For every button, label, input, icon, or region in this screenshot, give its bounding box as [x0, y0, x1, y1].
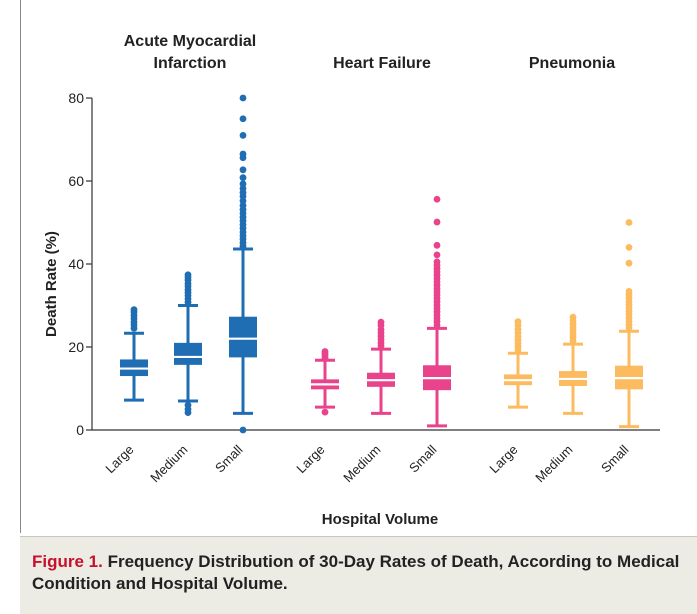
low-outlier-g1-b0-0: [321, 408, 329, 416]
outlier-g1-b2-23: [433, 195, 441, 203]
caption-body: Frequency Distribution of 30-Day Rates o…: [32, 552, 680, 593]
y-tick-label-0: 0: [76, 422, 84, 438]
outlier-g1-b1-7: [377, 318, 385, 326]
box-plot-chart: 0 20 40 60 80 Death Rate (%) Hospital Volume Ac…: [43, 33, 660, 528]
outlier-g1-b0-3: [321, 348, 329, 355]
category-label-g1-b0: Large: [293, 442, 327, 476]
outlier-g0-b2-17: [239, 174, 247, 182]
outlier-g1-b2-20: [433, 251, 441, 259]
group-title-1-line-0: Heart Failure: [333, 55, 431, 72]
outlier-g0-b2-16: [239, 180, 247, 188]
outlier-g0-b2-18: [239, 166, 247, 174]
figure-frame: [20, 0, 697, 533]
category-label-g0-b1: Medium: [147, 442, 190, 485]
outlier-g0-b2-20: [239, 150, 247, 158]
outlier-g0-b0-6: [130, 306, 138, 314]
category-label-g2-b2: Small: [598, 442, 632, 476]
box-g0-b1: [174, 342, 202, 365]
caption-label: Figure 1.: [32, 552, 103, 571]
outlier-g1-b2-19: [433, 258, 441, 266]
y-tick-label-1: 20: [68, 339, 84, 355]
category-label-g0-b2: Small: [212, 442, 246, 476]
low-outlier-g0-b2-0: [239, 426, 247, 434]
group-title-0-line-1: Infarction: [154, 55, 227, 72]
category-label-g2-b0: Large: [486, 442, 520, 476]
outlier-g0-b2-23: [239, 94, 247, 102]
outlier-g2-b2-13: [625, 244, 633, 251]
figure-caption: Figure 1. Frequency Distribution of 30-D…: [20, 536, 697, 614]
category-label-g0-b0: Large: [102, 442, 136, 476]
outlier-g0-b1-9: [184, 271, 192, 279]
y-tick-label-2: 40: [68, 256, 84, 272]
low-outlier-g0-b1-2: [184, 401, 192, 409]
caption-text: Figure 1. Frequency Distribution of 30-D…: [32, 551, 685, 595]
category-label-g1-b2: Small: [406, 442, 440, 476]
outlier-g2-b2-12: [625, 259, 633, 267]
outlier-g2-b2-11: [625, 287, 633, 295]
outlier-g2-b0-8: [514, 318, 522, 326]
outlier-g2-b2-14: [625, 219, 633, 226]
group-title-2-line-0: Pneumonia: [529, 55, 615, 72]
outlier-g1-b2-22: [433, 218, 441, 226]
box-g0-b2: [229, 316, 257, 358]
category-label-g2-b1: Medium: [532, 442, 575, 485]
x-axis-title: Hospital Volume: [322, 511, 438, 528]
y-tick-label-4: 80: [68, 90, 84, 106]
y-axis-title: Death Rate (%): [43, 231, 60, 337]
outlier-g0-b2-21: [239, 131, 247, 139]
y-tick-label-3: 60: [68, 173, 84, 189]
outlier-g1-b2-21: [433, 241, 441, 249]
category-label-g1-b1: Medium: [340, 442, 383, 485]
outlier-g2-b1-7: [569, 313, 577, 321]
group-title-0-line-0: Acute Myocardial: [124, 33, 256, 50]
outlier-g0-b2-22: [239, 115, 247, 123]
